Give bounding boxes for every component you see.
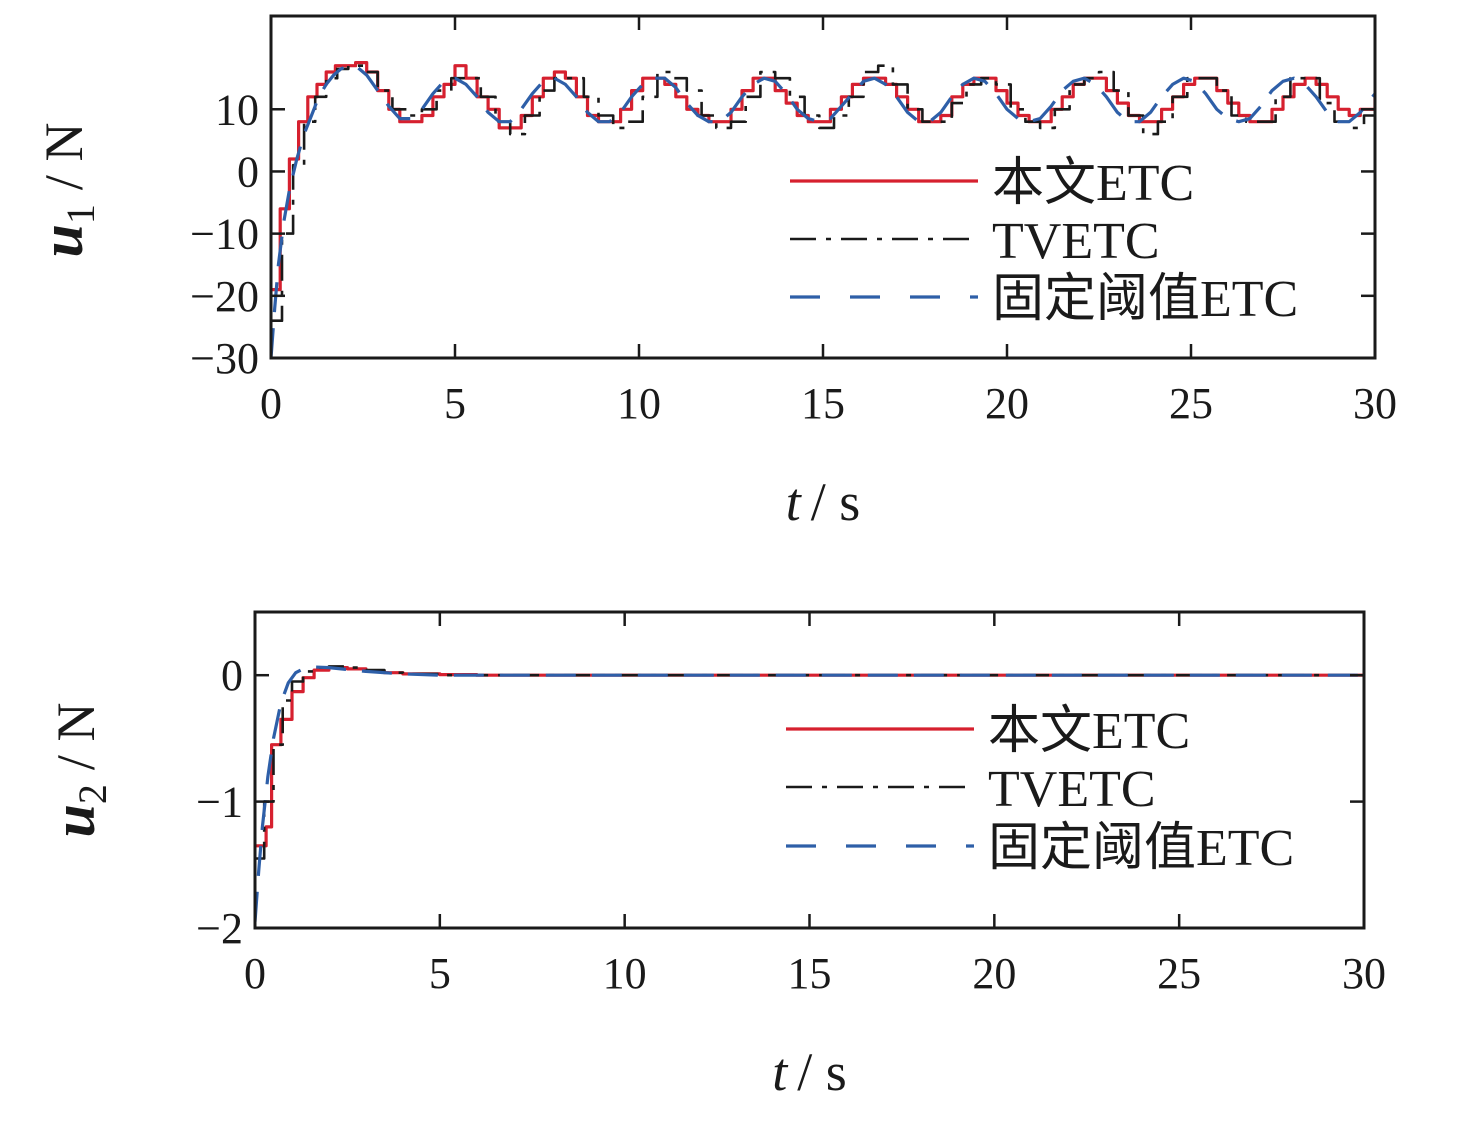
- y-tick-label: −1: [196, 778, 243, 827]
- x-tick-label: 5: [444, 379, 466, 428]
- y-tick-label: −10: [190, 210, 259, 259]
- series-line-proposed-etc: [271, 61, 1375, 292]
- legend-label: 本文ETC: [988, 703, 1190, 760]
- x-tick-label: 0: [260, 379, 282, 428]
- series-group: [255, 665, 1364, 922]
- x-axis-label: t / s: [772, 1042, 847, 1102]
- y-tick-label: 10: [215, 85, 259, 134]
- legend-label: TVETC: [988, 761, 1156, 818]
- x-tick-label: 30: [1342, 949, 1386, 998]
- legend-label: TVETC: [992, 213, 1160, 270]
- x-tick-label: 15: [801, 379, 845, 428]
- x-tick-label: 10: [617, 379, 661, 428]
- y-tick-label: 0: [221, 651, 243, 700]
- x-tick-label: 0: [244, 949, 266, 998]
- x-tick-label: 15: [788, 949, 832, 998]
- chart-panel-top: 0 5 10 15 20 25 30 −30 −20 −10 0 10 本文ETCTVETC固定阈值ET…: [29, 14, 1397, 532]
- y-axis-label: u1/ N: [29, 123, 103, 258]
- y-tick-label: 0: [237, 147, 259, 196]
- plot-frame: [253, 610, 1366, 930]
- legend-label: 本文ETC: [992, 155, 1194, 212]
- series-line-fixed-threshold-etc: [255, 665, 1364, 922]
- series-line-fixed-threshold-etc: [271, 64, 1375, 358]
- x-tick-label: 25: [1157, 949, 1201, 998]
- series-line-tvetc: [255, 665, 1364, 860]
- x-axis-label: t / s: [786, 472, 861, 532]
- series-group: [271, 61, 1375, 358]
- y-tick-label: −30: [190, 334, 259, 383]
- x-tick-label: 10: [603, 949, 647, 998]
- x-tick-label: 20: [972, 949, 1016, 998]
- y-tick-label: −20: [190, 272, 259, 321]
- y-axis-label: u2/ N: [41, 703, 115, 838]
- x-tick-label: 20: [985, 379, 1029, 428]
- legend-label: 固定阈值ETC: [992, 271, 1298, 328]
- x-tick-label: 30: [1353, 379, 1397, 428]
- x-tick-label: 25: [1169, 379, 1213, 428]
- y-tick-label: −2: [196, 904, 243, 953]
- x-tick-label: 5: [429, 949, 451, 998]
- legend-label: 固定阈值ETC: [988, 820, 1294, 877]
